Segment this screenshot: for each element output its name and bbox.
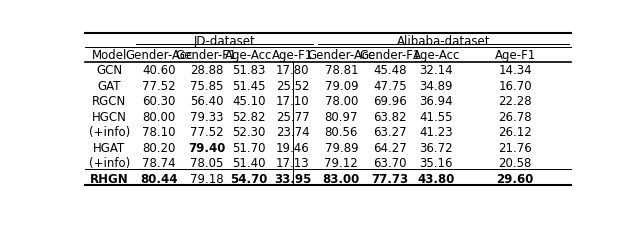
Text: 60.30: 60.30 [142,95,176,108]
Text: 79.89: 79.89 [324,141,358,154]
Text: GAT: GAT [97,79,121,92]
Text: 56.40: 56.40 [189,95,223,108]
Text: 80.44: 80.44 [140,172,178,185]
Text: 20.58: 20.58 [499,157,532,170]
Text: 40.60: 40.60 [142,64,176,77]
Text: 35.16: 35.16 [419,157,453,170]
Text: Model: Model [92,49,127,62]
Text: 45.10: 45.10 [232,95,266,108]
Text: 51.40: 51.40 [232,157,266,170]
Text: Alibaba-dataset: Alibaba-dataset [397,34,490,47]
Text: HGAT: HGAT [93,141,125,154]
Text: 79.40: 79.40 [188,141,225,154]
Text: 80.20: 80.20 [142,141,176,154]
Text: 29.60: 29.60 [497,172,534,185]
Text: 19.46: 19.46 [276,141,310,154]
Text: 79.33: 79.33 [189,110,223,123]
Text: Age-F1: Age-F1 [272,49,314,62]
Text: 78.00: 78.00 [324,95,358,108]
Text: 75.85: 75.85 [190,79,223,92]
Text: 64.27: 64.27 [373,141,407,154]
Text: 36.72: 36.72 [419,141,453,154]
Text: 51.83: 51.83 [232,64,266,77]
Text: 78.81: 78.81 [324,64,358,77]
Text: 52.82: 52.82 [232,110,266,123]
Text: Gender-F1: Gender-F1 [176,49,237,62]
Text: 80.00: 80.00 [143,110,176,123]
Text: 17.13: 17.13 [276,157,310,170]
Text: 47.75: 47.75 [373,79,407,92]
Text: 79.09: 79.09 [324,79,358,92]
Text: 77.52: 77.52 [142,79,176,92]
Text: 63.70: 63.70 [373,157,407,170]
Text: 80.56: 80.56 [324,126,358,139]
Text: HGCN: HGCN [92,110,127,123]
Text: 83.00: 83.00 [323,172,360,185]
Text: 21.76: 21.76 [499,141,532,154]
Text: 77.52: 77.52 [189,126,223,139]
Text: 25.52: 25.52 [276,79,310,92]
Text: 26.12: 26.12 [499,126,532,139]
Text: Age-F1: Age-F1 [495,49,536,62]
Text: (+info): (+info) [88,157,130,170]
Text: 80.97: 80.97 [324,110,358,123]
Text: 69.96: 69.96 [373,95,407,108]
Text: 25.77: 25.77 [276,110,310,123]
Text: 79.12: 79.12 [324,157,358,170]
Text: 78.05: 78.05 [190,157,223,170]
Text: RGCN: RGCN [92,95,126,108]
Text: Gender-Acc: Gender-Acc [125,49,193,62]
Text: JD-dataset: JD-dataset [194,34,255,47]
Text: 63.27: 63.27 [373,126,407,139]
Text: 41.55: 41.55 [419,110,453,123]
Text: 51.70: 51.70 [232,141,266,154]
Text: 23.74: 23.74 [276,126,310,139]
Text: 79.18: 79.18 [189,172,223,185]
Text: 16.70: 16.70 [499,79,532,92]
Text: 78.74: 78.74 [142,157,176,170]
Text: 52.30: 52.30 [232,126,266,139]
Text: Age-Acc: Age-Acc [412,49,460,62]
Text: 63.82: 63.82 [373,110,407,123]
Text: 36.94: 36.94 [419,95,453,108]
Text: 17.10: 17.10 [276,95,310,108]
Text: 77.73: 77.73 [371,172,408,185]
Text: RHGN: RHGN [90,172,129,185]
Text: 78.10: 78.10 [142,126,176,139]
Text: 33.95: 33.95 [274,172,312,185]
Text: 22.28: 22.28 [499,95,532,108]
Text: Gender-Acc: Gender-Acc [308,49,375,62]
Text: GCN: GCN [96,64,122,77]
Text: 34.89: 34.89 [419,79,453,92]
Text: 26.78: 26.78 [499,110,532,123]
Text: (+info): (+info) [88,126,130,139]
Text: 54.70: 54.70 [230,172,268,185]
Text: 17.80: 17.80 [276,64,310,77]
Text: Age-Acc: Age-Acc [225,49,273,62]
Text: Gender-F1: Gender-F1 [359,49,420,62]
Text: 45.48: 45.48 [373,64,407,77]
Text: 14.34: 14.34 [499,64,532,77]
Text: 43.80: 43.80 [417,172,455,185]
Text: 51.45: 51.45 [232,79,266,92]
Text: 32.14: 32.14 [419,64,453,77]
Text: 28.88: 28.88 [190,64,223,77]
Text: 41.23: 41.23 [419,126,453,139]
